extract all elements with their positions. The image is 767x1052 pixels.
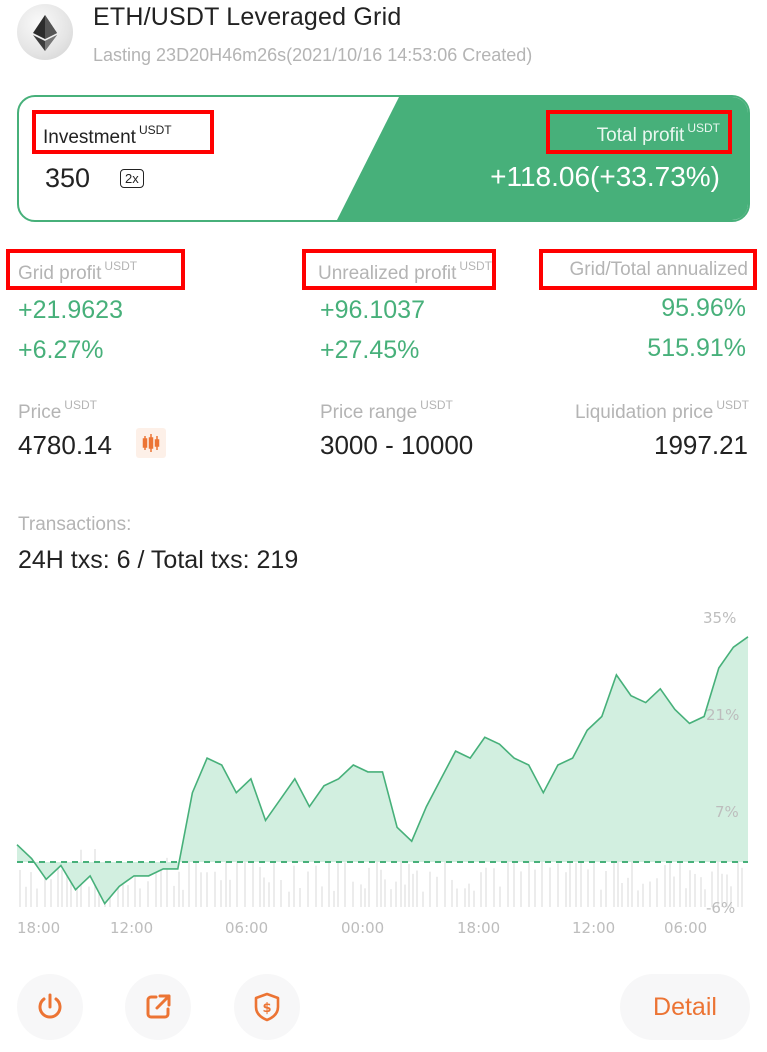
price-range-value: 3000 - 10000 (320, 430, 474, 460)
protection-button[interactable]: $ (234, 974, 300, 1040)
x-tick-2: 06:00 (225, 919, 269, 937)
grid-profit-label: Grid profit USDT (18, 259, 138, 284)
bot-header: ETH/USDT Leveraged Grid Lasting 23D20H46… (0, 0, 767, 80)
price-range-label: Price range USDT (320, 398, 453, 423)
x-tick-4: 18:00 (457, 919, 501, 937)
investment-profit-card: Investment USDT 350 2x Total profit USDT +… (17, 95, 750, 222)
highlight-grid-profit (6, 249, 185, 290)
total-profit-value: +118.06(+33.73%) (490, 161, 720, 192)
page-title: ETH/USDT Leveraged Grid (93, 3, 402, 31)
highlight-unrealized-profit (302, 249, 496, 290)
unrealized-profit-label: Unrealized profit USDT (318, 259, 493, 284)
annualized-label: Grid/Total annualized (569, 259, 749, 280)
grid-profit-value: +21.9623 (18, 296, 123, 324)
stop-bot-button[interactable] (17, 974, 83, 1040)
bottom-action-bar: $ Detail (0, 970, 767, 1042)
x-tick-6: 06:00 (664, 919, 708, 937)
highlight-investment (32, 110, 214, 154)
share-button[interactable] (125, 974, 191, 1040)
unrealized-profit-pct: +27.45% (320, 336, 420, 364)
volume-bars (19, 848, 743, 907)
liquidation-price-value: 1997.21 (654, 430, 748, 460)
ethereum-logo-icon (17, 4, 73, 60)
x-tick-0: 18:00 (17, 919, 61, 937)
x-tick-5: 12:00 (572, 919, 616, 937)
profit-chart[interactable]: 35% 21% 7% -6% 18:00 12:00 06:00 00:00 1… (0, 595, 767, 945)
transactions-label: Transactions: (18, 514, 132, 535)
x-tick-1: 12:00 (110, 919, 154, 937)
transactions-value: 24H txs: 6 / Total txs: 219 (18, 546, 299, 574)
svg-text:$: $ (262, 1001, 271, 1016)
unrealized-profit-value: +96.1037 (320, 296, 425, 324)
candlestick-chart-icon[interactable] (136, 428, 166, 458)
y-tick-neg6: -6% (706, 899, 736, 917)
power-icon (38, 993, 62, 1019)
price-label: Price USDT (18, 398, 97, 423)
profit-area-chart (16, 636, 749, 907)
detail-button[interactable]: Detail (620, 974, 750, 1040)
shield-dollar-icon: $ (254, 992, 280, 1022)
y-tick-7: 7% (715, 803, 739, 821)
highlight-annualized (539, 249, 757, 290)
liquidation-price-label: Liquidation price USDT (574, 398, 749, 423)
investment-value: 350 (45, 163, 91, 193)
total-annualized-value: 515.91% (647, 334, 746, 362)
duration-created-text: Lasting 23D20H46m26s(2021/10/16 14:53:06… (93, 45, 533, 65)
share-icon (146, 994, 171, 1019)
price-value: 4780.14 (18, 430, 112, 460)
x-tick-3: 00:00 (341, 919, 385, 937)
grid-annualized-value: 95.96% (661, 294, 746, 322)
leverage-badge: 2x (120, 169, 144, 188)
total-profit-label: Total profit USDT (596, 121, 720, 146)
profit-panel-bg (337, 97, 748, 220)
investment-label: Investment USDT (43, 123, 172, 148)
y-tick-21: 21% (706, 706, 740, 724)
highlight-total-profit (546, 110, 732, 154)
grid-profit-pct: +6.27% (18, 336, 104, 364)
y-tick-35: 35% (703, 609, 737, 627)
